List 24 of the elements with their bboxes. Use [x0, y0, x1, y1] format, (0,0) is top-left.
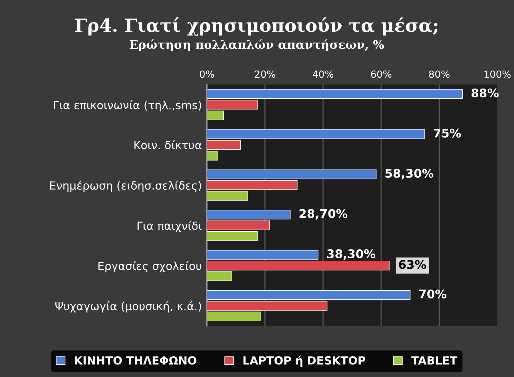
- y-tick-label: Κοιν. δίκτυα: [134, 140, 202, 150]
- y-tick-label: Ενημέρωση (ειδησ.σελίδες): [50, 180, 202, 192]
- y-tick-label: Εργασίες σχολείου: [98, 261, 202, 273]
- data-label: 70%: [420, 290, 447, 299]
- x-tick-label: 40%: [312, 70, 334, 78]
- legend-label: LAPTOP ή DESKTOP: [244, 356, 366, 367]
- chart-title: Γρ4. Γιατί χρησιμοποιούν τα μέσα;: [76, 18, 438, 36]
- chart-subtitle: Ερώτηση πολλαπλών απαντήσεων, %: [130, 40, 384, 52]
- x-tick-label: 80%: [429, 70, 450, 78]
- data-label: 28,70%: [300, 209, 348, 220]
- data-label: 75%: [434, 128, 462, 138]
- x-tick-label: 0%: [200, 70, 214, 78]
- x-tick-label: 60%: [371, 70, 392, 78]
- x-tick-label: 100%: [484, 70, 511, 78]
- y-tick-label: Για παιχνίδι: [138, 221, 202, 232]
- data-label: 58,30%: [386, 169, 434, 180]
- x-tick-label: 20%: [255, 70, 276, 78]
- legend-label: TABLET: [412, 356, 458, 365]
- data-label: 88%: [472, 88, 499, 98]
- legend-label: ΚΙΝΗΤΟ ΤΗΛΕΦΩΝΟ: [75, 356, 197, 365]
- data-label: 63%: [399, 260, 426, 270]
- data-label: 38,30%: [327, 250, 376, 260]
- y-tick-label: Για επικοινωνία (τηλ.,sms): [54, 100, 202, 112]
- y-tick-label: Ψυχαγωγία (μουσική, κ.ά.): [56, 302, 202, 313]
